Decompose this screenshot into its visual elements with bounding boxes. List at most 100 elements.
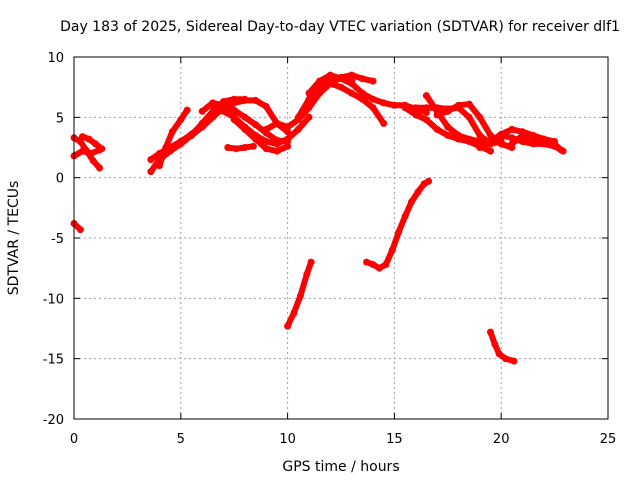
data-point bbox=[444, 107, 452, 115]
data-point bbox=[290, 309, 298, 317]
data-point bbox=[91, 140, 99, 148]
tick-layer: 0 5 10 15 20 25 -20 -15 -10 -5 0 5 10 bbox=[43, 51, 617, 447]
data-point bbox=[444, 123, 452, 131]
data-point bbox=[382, 261, 390, 268]
data-point bbox=[508, 125, 516, 133]
data-point bbox=[249, 142, 257, 150]
data-point bbox=[401, 104, 409, 112]
data-point bbox=[433, 111, 441, 119]
series-arc-12 bbox=[224, 143, 257, 152]
data-point bbox=[230, 116, 238, 124]
y-tick-label: 10 bbox=[47, 51, 64, 66]
data-point bbox=[422, 116, 430, 124]
data-point bbox=[390, 101, 398, 109]
data-point bbox=[337, 75, 345, 83]
series-layer bbox=[70, 71, 567, 365]
data-point bbox=[305, 113, 313, 121]
data-point bbox=[262, 103, 270, 110]
data-point bbox=[284, 142, 292, 150]
data-point bbox=[337, 83, 345, 91]
data-point bbox=[363, 258, 371, 266]
data-point bbox=[224, 144, 232, 151]
data-point bbox=[296, 292, 304, 300]
data-point bbox=[455, 101, 462, 109]
data-point bbox=[422, 92, 430, 100]
data-point bbox=[508, 140, 516, 148]
data-point bbox=[401, 212, 409, 220]
y-tick-label: -5 bbox=[51, 232, 64, 247]
data-point bbox=[487, 147, 494, 155]
data-point bbox=[303, 270, 311, 278]
data-point bbox=[465, 113, 473, 121]
data-point bbox=[284, 123, 292, 131]
data-point bbox=[369, 261, 377, 268]
data-point bbox=[305, 89, 313, 97]
data-point bbox=[307, 258, 315, 266]
data-point bbox=[284, 322, 292, 330]
data-point bbox=[559, 147, 567, 155]
data-point bbox=[294, 113, 302, 121]
data-point bbox=[241, 144, 249, 151]
data-point bbox=[369, 77, 377, 85]
data-point bbox=[232, 145, 240, 153]
data-point bbox=[241, 96, 249, 104]
data-point bbox=[252, 96, 260, 104]
data-point bbox=[188, 130, 195, 138]
data-point bbox=[519, 131, 527, 139]
y-tick-label: -10 bbox=[43, 292, 64, 307]
data-point bbox=[408, 198, 415, 206]
data-point bbox=[422, 104, 430, 112]
data-point bbox=[476, 144, 484, 151]
data-point bbox=[326, 80, 334, 87]
data-point bbox=[85, 135, 93, 143]
data-point bbox=[183, 106, 191, 114]
data-point bbox=[241, 113, 249, 121]
series-arc-10 bbox=[209, 102, 312, 147]
data-point bbox=[444, 131, 452, 139]
data-point bbox=[412, 104, 420, 112]
data-point bbox=[262, 145, 270, 153]
data-point bbox=[326, 71, 334, 79]
data-point bbox=[76, 226, 84, 234]
data-point bbox=[147, 168, 155, 176]
data-point bbox=[455, 131, 462, 139]
y-tick-label: 0 bbox=[56, 172, 64, 187]
data-point bbox=[230, 106, 238, 114]
data-point bbox=[316, 77, 324, 85]
data-point bbox=[433, 125, 441, 133]
data-point bbox=[380, 99, 388, 107]
x-tick-label: 10 bbox=[279, 432, 296, 447]
data-point bbox=[395, 228, 403, 236]
data-point bbox=[476, 131, 484, 139]
data-point bbox=[495, 350, 503, 358]
data-point bbox=[465, 100, 473, 108]
data-point bbox=[294, 125, 302, 133]
data-point bbox=[168, 128, 176, 136]
x-tick-label: 25 bbox=[600, 432, 617, 447]
data-point bbox=[433, 104, 441, 112]
data-point bbox=[252, 135, 260, 143]
x-tick-label: 20 bbox=[493, 432, 510, 447]
data-point bbox=[388, 246, 396, 254]
y-tick-label: -20 bbox=[43, 413, 64, 428]
data-point bbox=[209, 101, 217, 109]
data-point bbox=[273, 119, 281, 127]
data-point bbox=[198, 121, 206, 129]
data-point bbox=[262, 125, 270, 133]
data-point bbox=[380, 119, 388, 127]
chart-title: Day 183 of 2025, Sidereal Day-to-day VTE… bbox=[60, 19, 620, 35]
data-point bbox=[198, 107, 206, 115]
x-axis-label: GPS time / hours bbox=[282, 459, 399, 475]
data-point bbox=[358, 75, 366, 83]
y-axis-label: SDTVAR / TECUs bbox=[6, 181, 22, 296]
data-point bbox=[273, 140, 281, 148]
data-point bbox=[529, 134, 537, 142]
data-point bbox=[79, 133, 86, 141]
data-point bbox=[375, 264, 383, 272]
data-point bbox=[412, 111, 420, 119]
data-point bbox=[220, 107, 227, 115]
data-point bbox=[177, 138, 185, 145]
data-point bbox=[209, 111, 217, 119]
data-point bbox=[476, 113, 484, 121]
